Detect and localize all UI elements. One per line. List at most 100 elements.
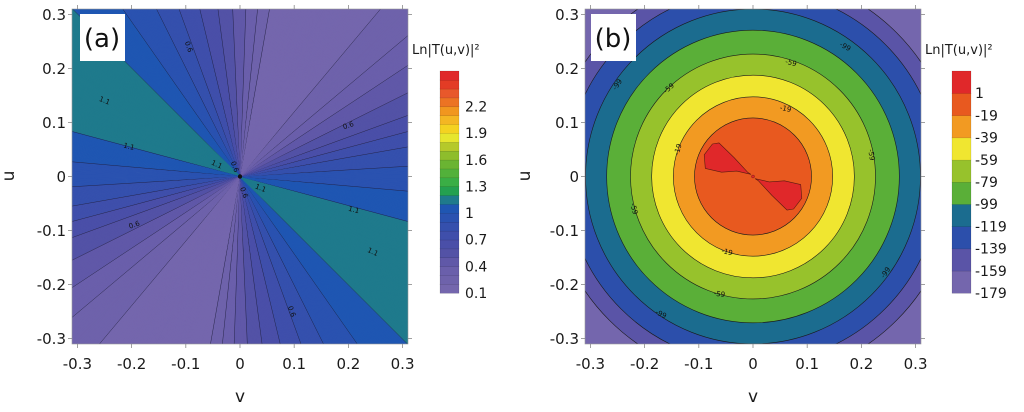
fan-sector bbox=[239, 9, 250, 177]
x-tick-label: 0.1 bbox=[282, 355, 306, 373]
fan-sector bbox=[239, 9, 326, 177]
fan-sector bbox=[239, 9, 294, 177]
panel-b-y-ticks: 0.3 0.2 0.1 0 -0.1 -0.2 -0.3 bbox=[550, 6, 925, 348]
contour-line bbox=[178, 9, 241, 177]
fan-sector bbox=[239, 9, 307, 177]
fan-sector bbox=[239, 176, 408, 225]
contour-line bbox=[72, 131, 241, 177]
colorbar-swatch bbox=[951, 70, 972, 94]
fan-sector bbox=[139, 176, 241, 344]
contour-line bbox=[72, 161, 241, 177]
contour-line bbox=[239, 176, 408, 192]
fan-sector bbox=[72, 154, 241, 177]
fan-sector bbox=[239, 176, 408, 230]
fan-sector bbox=[239, 176, 408, 256]
fan-sector bbox=[150, 176, 241, 344]
fan-sector bbox=[172, 176, 241, 344]
colorbar-tick-label: -139 bbox=[975, 242, 1007, 258]
fan-sector bbox=[72, 104, 241, 177]
fan-sector bbox=[239, 176, 408, 259]
fan-sector bbox=[239, 9, 255, 177]
x-tick-label: 0 bbox=[748, 355, 758, 373]
fan-sector bbox=[239, 176, 408, 207]
fan-sector bbox=[239, 176, 408, 199]
fan-sector bbox=[239, 9, 287, 177]
fan-sector bbox=[239, 9, 323, 177]
contour-line bbox=[72, 176, 241, 238]
fan-sector bbox=[72, 145, 241, 177]
contour-line bbox=[239, 9, 270, 177]
colorbar-swatch bbox=[951, 115, 972, 139]
colorbar-tick-label: -39 bbox=[975, 131, 998, 147]
fan-sector bbox=[239, 176, 242, 344]
fan-sector bbox=[239, 176, 408, 257]
fan-sector bbox=[72, 132, 241, 177]
panel-b-x-axis-title: v bbox=[748, 387, 758, 407]
fan-sector bbox=[239, 176, 408, 280]
colorbar-swatch bbox=[439, 212, 460, 223]
fan-sector bbox=[178, 176, 241, 344]
fan-sector bbox=[239, 9, 317, 177]
x-tick-label: 0.3 bbox=[391, 355, 415, 373]
panel-b-plot-area bbox=[585, 9, 921, 344]
fan-sector bbox=[239, 176, 408, 240]
fan-sector bbox=[239, 176, 408, 186]
fan-sector bbox=[72, 106, 241, 177]
fan-sector bbox=[239, 176, 408, 211]
x-tick-label: 0.2 bbox=[336, 355, 360, 373]
fan-sector bbox=[239, 9, 257, 177]
fan-sector bbox=[236, 9, 241, 177]
fan-sector bbox=[239, 9, 324, 177]
contour-line bbox=[239, 146, 408, 177]
fan-sector bbox=[177, 176, 241, 344]
colorbar-swatch bbox=[439, 248, 460, 258]
panel-a-colorbar: 2.2 1.9 1.6 1.3 1 0.7 0.4 0.1 bbox=[439, 70, 487, 302]
fan-sector bbox=[72, 146, 241, 177]
fan-sector bbox=[128, 176, 241, 344]
fan-sector bbox=[239, 9, 303, 177]
fan-sector bbox=[72, 157, 241, 177]
fan-sector bbox=[239, 9, 312, 177]
fan-sector bbox=[239, 9, 332, 177]
colorbar-swatch bbox=[951, 137, 972, 161]
colorbar-swatch bbox=[439, 106, 460, 116]
colorbar-tick-label: -79 bbox=[975, 175, 998, 191]
fan-sector bbox=[230, 176, 241, 344]
fan-sector bbox=[239, 9, 263, 177]
x-tick-label: -0.2 bbox=[117, 355, 146, 373]
colorbar-swatch bbox=[439, 115, 460, 125]
fan-sector bbox=[217, 176, 241, 344]
fan-sector bbox=[239, 9, 321, 177]
fan-sector bbox=[201, 176, 241, 344]
fan-sector bbox=[72, 83, 241, 177]
colorbar-swatch bbox=[439, 124, 460, 134]
fan-sector bbox=[72, 174, 241, 177]
fan-sector bbox=[223, 176, 241, 344]
fan-sector bbox=[239, 176, 408, 216]
fan-sector bbox=[239, 176, 408, 235]
fan-sector bbox=[166, 176, 241, 344]
fan-sector bbox=[239, 176, 408, 218]
panel-a-contour-labels: 0.6 1.1 1.1 1.1 0.6 0.6 1.1 1.1 1.1 0.6 0.6 0.6 bbox=[98, 40, 380, 318]
fan-sector bbox=[72, 129, 241, 177]
fan-sector bbox=[239, 176, 408, 188]
fan-sector bbox=[156, 176, 241, 344]
fan-sector bbox=[72, 160, 241, 177]
contour-line bbox=[239, 9, 247, 177]
panel-a-label: (a) bbox=[84, 24, 120, 54]
contour-line bbox=[239, 131, 408, 177]
fan-sector bbox=[72, 75, 241, 177]
fan-sector bbox=[239, 9, 269, 177]
fan-sector bbox=[72, 152, 241, 177]
contour-label: 0.6 bbox=[229, 160, 241, 174]
panel-a-x-axis-title: v bbox=[235, 387, 245, 407]
fan-sector bbox=[72, 167, 241, 177]
fan-sector bbox=[72, 69, 241, 177]
fan-sector bbox=[170, 176, 241, 344]
contour-line bbox=[72, 176, 241, 288]
colorbar-tick-label: -59 bbox=[975, 153, 998, 169]
fan-sector bbox=[239, 176, 408, 195]
contour-label: -59 bbox=[784, 58, 797, 69]
panel-b-label: (b) bbox=[595, 24, 632, 54]
fan-sector bbox=[154, 176, 241, 344]
